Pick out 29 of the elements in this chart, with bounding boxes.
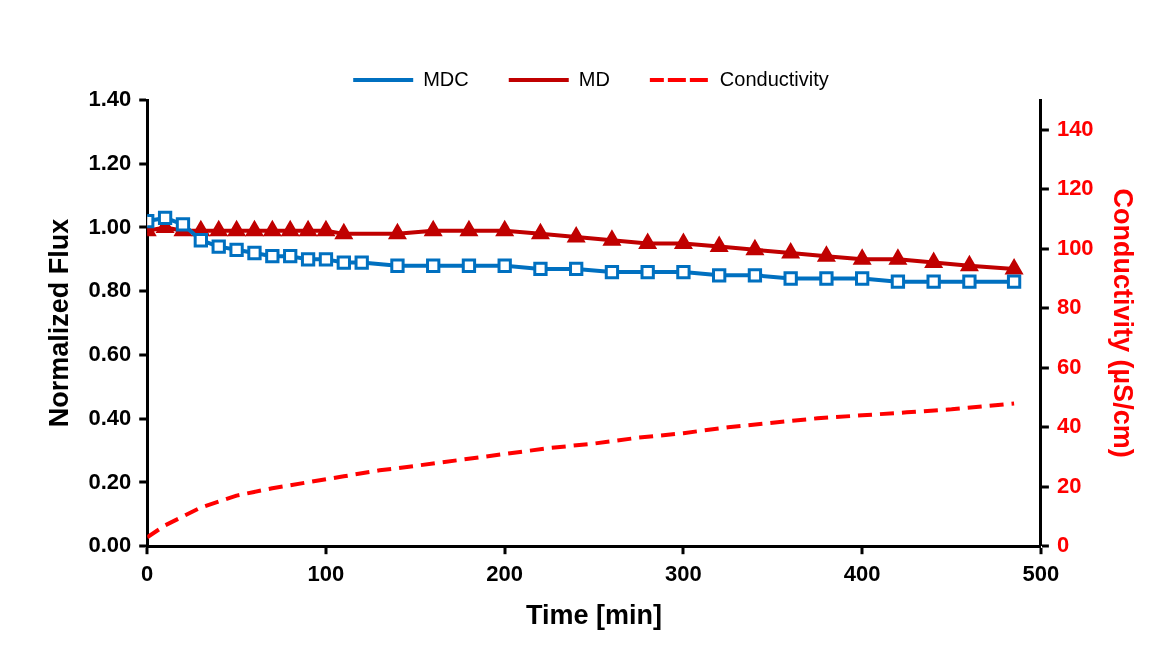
y-tick-label: 1.20 xyxy=(88,149,132,175)
y-tick-label: 0.80 xyxy=(88,277,132,303)
y2-tick-label: 80 xyxy=(1056,294,1082,320)
y-tick-label: 1.40 xyxy=(88,86,132,112)
y2-tick-label: 100 xyxy=(1056,234,1094,260)
y2-tick-label: 140 xyxy=(1056,115,1094,141)
y-tick-label: 0.60 xyxy=(88,341,132,367)
y2-tick-label: 40 xyxy=(1056,413,1082,439)
x-tick-label: 200 xyxy=(486,561,524,587)
legend-label: MDC xyxy=(423,67,469,90)
y-axis-title: Normalized Flux xyxy=(43,218,74,428)
x-tick-label: 300 xyxy=(665,561,702,587)
line-series xyxy=(147,401,1017,540)
x-tick-label: 400 xyxy=(843,561,881,587)
y2-tick-label: 60 xyxy=(1056,353,1082,379)
x-tick-label: 500 xyxy=(1022,561,1060,587)
legend-label: MD xyxy=(578,67,610,90)
legend-label: Conductivity xyxy=(719,67,829,90)
x-axis-title: Time [min] xyxy=(526,600,663,631)
y2-tick-label: 120 xyxy=(1056,175,1094,201)
y-tick-label: 1.00 xyxy=(88,213,132,239)
y-tick-label: 0.40 xyxy=(88,404,132,430)
y2-tick-label: 0 xyxy=(1056,532,1070,558)
y-tick-label: 0.20 xyxy=(88,468,132,494)
x-tick-label: 0 xyxy=(141,561,154,587)
y-tick-label: 0.00 xyxy=(88,532,132,558)
x-tick-label: 100 xyxy=(307,561,345,587)
y2-axis-title: Conductivity (µS/cm) xyxy=(1108,188,1139,458)
y2-tick-label: 20 xyxy=(1056,472,1082,498)
